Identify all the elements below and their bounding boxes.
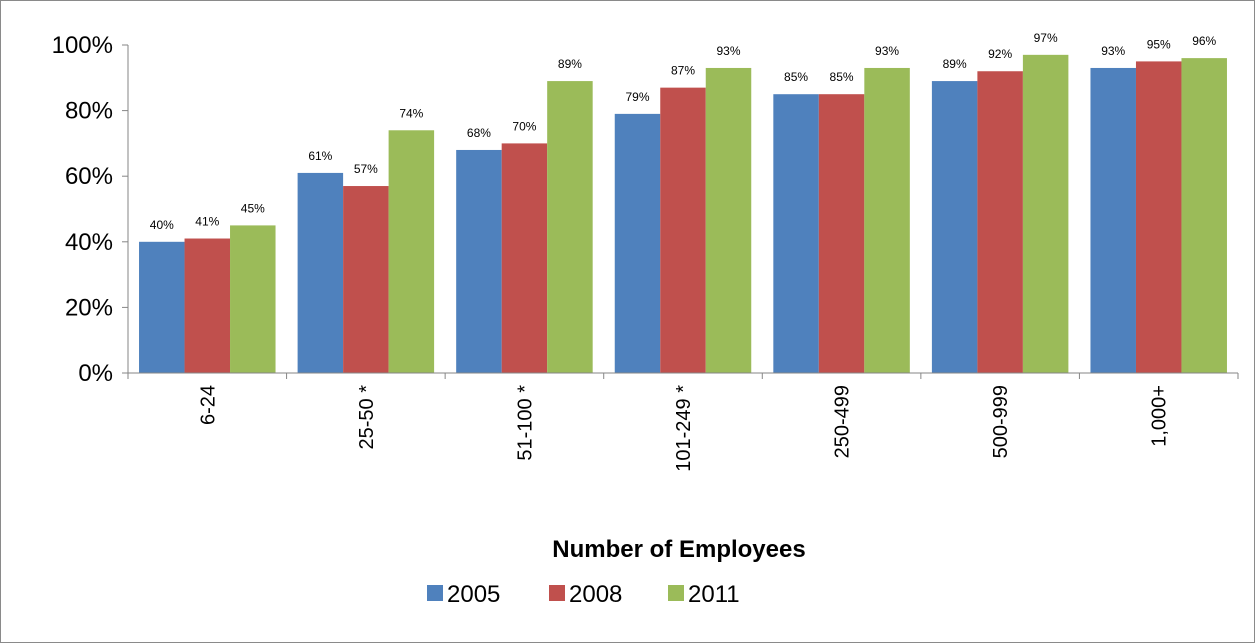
bar-2011-0 [230, 225, 276, 373]
bar-2011-5 [1022, 54, 1069, 374]
x-tick-label: 1,000+ [1149, 385, 1171, 447]
data-label: 70% [512, 119, 536, 133]
data-label: 61% [308, 149, 332, 163]
data-label: 79% [625, 90, 649, 104]
y-tick-label: 100% [52, 32, 113, 59]
bar-2005-4 [773, 94, 819, 373]
bar-2008-2 [501, 143, 548, 373]
data-label: 74% [399, 106, 423, 120]
bar-2005-6 [1090, 67, 1136, 374]
bar-2005-0 [139, 241, 185, 373]
bar-2011-4 [864, 67, 910, 374]
data-label: 85% [784, 70, 808, 84]
bar-2008-6 [1135, 61, 1182, 374]
x-tick-label: 250-499 [832, 385, 854, 458]
category-labels: 6-24 25-50 * 51-100 * 101-249 * 250-499 500-9… [197, 385, 1170, 472]
data-label: 68% [467, 126, 491, 140]
data-label: 89% [943, 57, 967, 71]
data-label: 45% [241, 201, 265, 215]
data-label: 89% [558, 57, 582, 71]
legend-label: 2005 [447, 581, 500, 608]
data-labels: 40% 61% 68% 79% 85% 89% 93% 41% 57% 70% 87% 85% 92% 9… [150, 31, 1217, 232]
axes [127, 45, 1239, 379]
x-tick-label: 25-50 * [356, 385, 378, 450]
data-label: 96% [1192, 34, 1216, 48]
data-label: 93% [1101, 44, 1125, 58]
legend-label: 2008 [569, 581, 622, 608]
x-tick-label: 6-24 [197, 385, 219, 425]
data-label: 85% [830, 70, 854, 84]
bar-2005-2 [456, 149, 502, 373]
bars [139, 54, 1227, 374]
data-label: 57% [354, 162, 378, 176]
x-tick-label: 51-100 * [514, 385, 536, 461]
data-label: 87% [671, 64, 695, 78]
legend-swatch-2008 [549, 585, 565, 601]
legend-swatch-2005 [427, 585, 443, 601]
data-label: 97% [1034, 31, 1058, 45]
y-tick-label: 40% [65, 229, 113, 256]
bar-2005-5 [931, 81, 978, 373]
legend-swatch-2011 [668, 585, 684, 601]
x-tick-label: 101-249 * [673, 385, 695, 472]
bar-2008-3 [660, 87, 706, 373]
data-label: 93% [875, 44, 899, 58]
legend: 2005 2008 2011 [427, 581, 740, 608]
bar-2011-3 [705, 67, 752, 374]
bar-2008-4 [818, 94, 865, 373]
y-tick-label: 20% [65, 294, 113, 321]
bar-2011-1 [388, 130, 435, 373]
y-tick-label: 80% [65, 98, 113, 125]
legend-label: 2011 [688, 581, 740, 608]
y-tick-label: 0% [78, 360, 113, 387]
data-label: 93% [716, 44, 740, 58]
y-tick-label: 60% [65, 163, 113, 190]
bar-2008-1 [343, 186, 389, 373]
y-axis-ticks: 0% 20% 40% 60% 80% 100% [52, 32, 128, 387]
x-axis-title: Number of Employees [552, 536, 805, 563]
data-label: 92% [988, 47, 1012, 61]
bar-2011-6 [1181, 58, 1227, 374]
bar-2005-3 [614, 113, 661, 373]
data-label: 40% [150, 218, 174, 232]
bar-2005-1 [297, 172, 344, 373]
x-tick-label: 500-999 [990, 385, 1012, 458]
data-label: 95% [1147, 37, 1171, 51]
bar-2008-5 [977, 71, 1023, 374]
data-label: 41% [195, 215, 219, 229]
bar-2008-0 [184, 238, 231, 373]
bar-2011-2 [547, 81, 593, 373]
